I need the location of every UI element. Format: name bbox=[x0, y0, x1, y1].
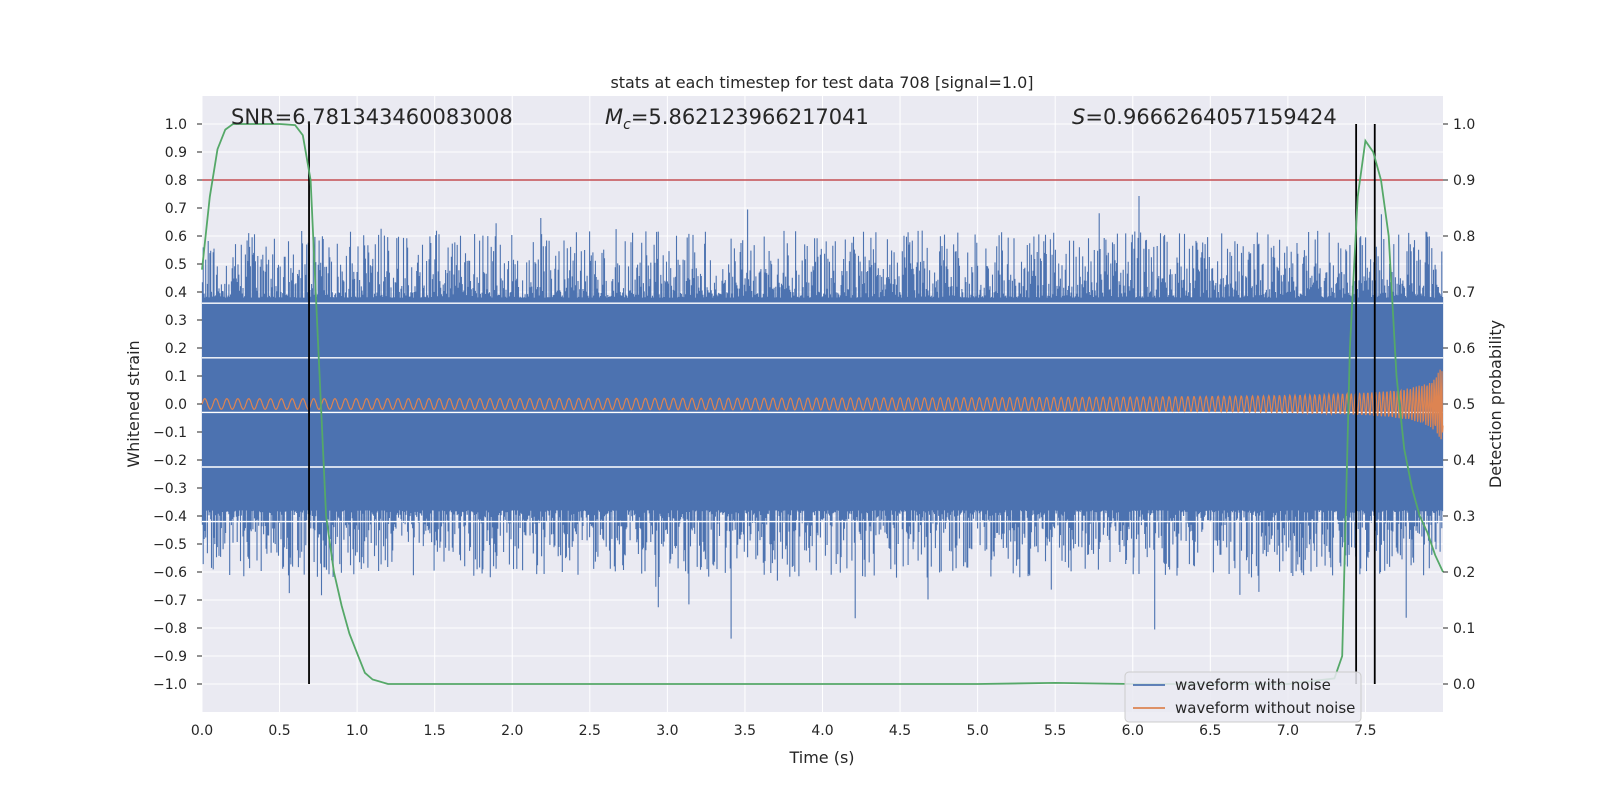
y-tick-label-right: 0.4 bbox=[1453, 453, 1475, 469]
s-annotation: S=0.9666264057159424 bbox=[1072, 105, 1337, 129]
chart-title: stats at each timestep for test data 708… bbox=[610, 73, 1033, 92]
y-tick-label-left: −1.0 bbox=[153, 677, 187, 693]
chirp-mass-symbol: M bbox=[605, 105, 623, 129]
x-tick-label: 5.5 bbox=[1044, 723, 1066, 739]
x-tick-label: 1.0 bbox=[346, 723, 368, 739]
y-tick-label-left: 0.5 bbox=[165, 257, 187, 273]
y-tick-label-left: 0.2 bbox=[165, 341, 187, 357]
x-tick-label: 4.5 bbox=[889, 723, 911, 739]
x-tick-label: 3.5 bbox=[734, 723, 756, 739]
x-tick-label: 3.0 bbox=[656, 723, 678, 739]
y-tick-label-right: 0.1 bbox=[1453, 621, 1475, 637]
y-tick-label-left: 0.9 bbox=[165, 145, 187, 161]
y-tick-label-left: −0.1 bbox=[153, 425, 187, 441]
y-tick-label-right: 0.8 bbox=[1453, 229, 1475, 245]
legend-label-noise: waveform with noise bbox=[1175, 676, 1331, 694]
y-tick-label-right: 0.0 bbox=[1453, 677, 1475, 693]
x-tick-label: 0.5 bbox=[268, 723, 290, 739]
y-tick-label-right: 0.5 bbox=[1453, 397, 1475, 413]
chirp-mass-value: =5.862123966217041 bbox=[631, 105, 869, 129]
y-axis-label-right: Detection probability bbox=[1486, 320, 1505, 488]
chirp-mass-annotation: Mc=5.862123966217041 bbox=[605, 105, 869, 133]
y-tick-label-left: 0.4 bbox=[165, 285, 187, 301]
y-tick-label-left: 1.0 bbox=[165, 117, 187, 133]
x-tick-label: 6.5 bbox=[1199, 723, 1221, 739]
y-tick-label-right: 1.0 bbox=[1453, 117, 1475, 133]
legend-box bbox=[1124, 671, 1362, 723]
y-tick-label-left: 0.0 bbox=[165, 397, 187, 413]
y-tick-label-right: 0.2 bbox=[1453, 565, 1475, 581]
chirp-mass-subscript: c bbox=[623, 117, 631, 133]
y-tick-label-left: −0.6 bbox=[153, 565, 187, 581]
y-axis-label-left: Whitened strain bbox=[124, 340, 143, 467]
y-tick-label-left: 0.6 bbox=[165, 229, 187, 245]
legend-label-clean: waveform without noise bbox=[1175, 699, 1355, 717]
y-tick-label-left: −0.3 bbox=[153, 481, 187, 497]
y-tick-label-left: −0.2 bbox=[153, 453, 187, 469]
y-tick-label-right: 0.6 bbox=[1453, 341, 1475, 357]
x-tick-label: 7.0 bbox=[1277, 723, 1299, 739]
y-tick-label-left: 0.7 bbox=[165, 201, 187, 217]
clean-waveform-line bbox=[201, 369, 1444, 440]
y-tick-label-left: −0.8 bbox=[153, 621, 187, 637]
x-axis: 0.0 0.5 1.0 1.5 2.0 2.5 3.0 3.5 4.0 4.5 5.0 5.5 6.0 6… bbox=[191, 723, 1377, 739]
x-tick-label: 2.5 bbox=[579, 723, 601, 739]
y-tick-label-left: −0.5 bbox=[153, 537, 187, 553]
snr-annotation: SNR=6.781343460083008 bbox=[231, 105, 513, 129]
y-tick-label-left: 0.3 bbox=[165, 313, 187, 329]
x-tick-label: 0.0 bbox=[191, 723, 213, 739]
x-tick-label: 5.0 bbox=[966, 723, 988, 739]
detection-probability-line bbox=[201, 123, 1444, 685]
x-tick-label: 1.5 bbox=[424, 723, 446, 739]
y-tick-label-left: 0.8 bbox=[165, 173, 187, 189]
plot-area bbox=[201, 123, 1444, 685]
y-tick-label-right: 0.3 bbox=[1453, 509, 1475, 525]
left-axis: 1.0 0.9 0.8 0.7 0.6 0.5 0.4 0.3 0.2 0.1 0.0 −0.1 −0.… bbox=[153, 117, 202, 693]
x-tick-label: 7.5 bbox=[1354, 723, 1376, 739]
s-value: =0.9666264057159424 bbox=[1085, 105, 1336, 129]
y-tick-label-left: −0.4 bbox=[153, 509, 187, 525]
y-tick-label-right: 0.9 bbox=[1453, 173, 1475, 189]
x-tick-label: 2.0 bbox=[501, 723, 523, 739]
x-axis-label: Time (s) bbox=[788, 748, 854, 767]
y-tick-label-left: 0.1 bbox=[165, 369, 187, 385]
y-tick-label-left: −0.7 bbox=[153, 593, 187, 609]
x-tick-label: 6.0 bbox=[1122, 723, 1144, 739]
x-tick-label: 4.0 bbox=[811, 723, 833, 739]
s-symbol: S bbox=[1072, 105, 1085, 129]
legend: waveform with noise waveform without noi… bbox=[1124, 671, 1362, 723]
y-tick-label-right: 0.7 bbox=[1453, 285, 1475, 301]
right-axis: 1.0 0.9 0.8 0.7 0.6 0.5 0.4 0.3 0.2 0.1 0.0 bbox=[1443, 117, 1475, 693]
y-tick-label-left: −0.9 bbox=[153, 649, 187, 665]
